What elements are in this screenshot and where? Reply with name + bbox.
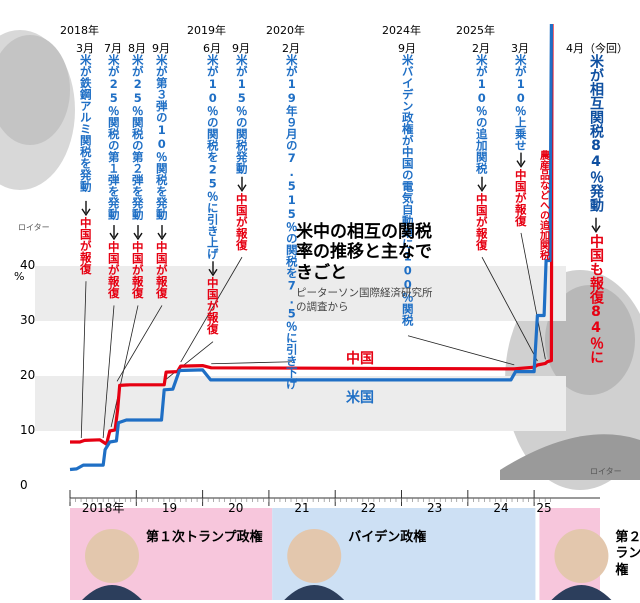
grid-bands (35, 266, 566, 431)
event-us-action: 米が25％関税の第１弾を発動 (106, 54, 121, 220)
event-us-action: 米が10％上乗せ (513, 54, 528, 151)
x-tick-label: 2018年 (82, 501, 125, 515)
event-leader-line (163, 341, 214, 382)
era-portrait-suit (551, 585, 612, 600)
event-month: 2月 (472, 42, 490, 55)
era-portrait (85, 529, 139, 583)
event-arrowhead (157, 232, 167, 241)
event-lines (80, 152, 601, 439)
y-tick-label: 20 (20, 368, 36, 382)
x-tick-label: 20 (228, 501, 243, 515)
event-month: 9月 (398, 42, 416, 55)
event-us-action: 米が鉄鋼アルミ関税を発動 (78, 54, 93, 192)
event-month: 9月 (152, 42, 170, 55)
event-month: 3月 (76, 42, 94, 55)
event-us-action: 米が19年９月の7.515％の関税を7.5％に引き下げ (284, 54, 299, 390)
event-china-response: 中国が報復 (130, 241, 145, 299)
photo-credit-top: ロイター (18, 223, 50, 232)
event-month: 3月 (511, 42, 529, 55)
event-china-response: 中国が報復 (78, 216, 93, 275)
event-leader-line (110, 305, 139, 428)
event-us-action: 米が相互関税84％発動 (587, 54, 604, 212)
era-label: 第１次トランプ政権 (146, 530, 263, 545)
event-china-response: 中国が報復 (513, 168, 528, 227)
event-month: 8月 (128, 42, 146, 55)
chart-subtitle: ピーターソン国際経済研究所の調査から (296, 287, 433, 313)
event-arrowhead (591, 225, 601, 233)
event-arrowhead (477, 184, 487, 193)
event-china-response: 中国が報復 (205, 277, 220, 335)
event-us-action: 米が10％の関税を25％に引き上げ (205, 54, 220, 260)
event-china-response: 中国も報復84％に (587, 233, 604, 364)
series-label-china: 中国 (346, 351, 374, 367)
event-us-action: 米が10％の追加関税 (474, 54, 489, 174)
y-axis-unit: % (14, 270, 25, 283)
x-tick-label: 25 (536, 501, 551, 515)
era-portrait (554, 529, 609, 583)
photo-trump-top (0, 30, 75, 190)
event-china-response: 中国が報復 (106, 241, 121, 299)
era-portrait-suit (82, 585, 142, 600)
photo-credit-bottom: ロイター (590, 467, 622, 476)
event-leader-line (180, 256, 243, 363)
x-axis: 2018年 19 20 21 22 23 24 25 (69, 490, 600, 515)
event-us-action: 米が25％関税の第２弾を発動 (130, 54, 145, 220)
event-china-response: 中国が報復 (154, 241, 169, 299)
x-tick-label: 24 (493, 501, 508, 515)
event-china-response: 中国が報復 (234, 192, 249, 251)
event-year: 2024年 (382, 24, 421, 37)
event-year: 2019年 (187, 24, 226, 37)
grid-band (35, 266, 566, 321)
event-leader-line (520, 232, 546, 360)
era-portrait (287, 529, 342, 583)
event-month: 2月 (282, 42, 300, 55)
event-year: 2020年 (266, 24, 305, 37)
event-arrowhead (133, 232, 143, 241)
event-arrowhead (109, 232, 119, 241)
event-us-action: 米が15％の関税発動 (234, 54, 249, 174)
x-tick-label: 22 (361, 501, 376, 515)
event-china-response: 中国が報復 (474, 192, 489, 251)
event-leader-line (211, 361, 293, 365)
x-tick-label: 19 (162, 501, 177, 515)
event-month: 6月 (203, 42, 221, 55)
chart-title: 米中の相互の関税率の推移と主なできごと (296, 222, 432, 283)
event-month: 7月 (104, 42, 122, 55)
event-us-action: 米バイデン政権が中国の電気自動車に100％関税 (400, 54, 415, 326)
event-arrowhead (237, 184, 247, 193)
y-tick-label: 10 (20, 423, 36, 437)
x-tick-label: 23 (427, 501, 442, 515)
era-portrait-suit (284, 585, 345, 600)
event-year: 2025年 (456, 24, 495, 37)
event-china-detail: 農産品などへの追加関税 (537, 150, 549, 260)
y-tick-label: 40 (20, 258, 36, 272)
x-tick-label: 21 (294, 501, 309, 515)
event-arrowhead (208, 268, 218, 277)
event-month: 4月（今回） (566, 42, 628, 55)
series-lines (69, 23, 554, 472)
series-line-us (69, 23, 553, 472)
event-leader-line (481, 256, 538, 362)
event-year: 2018年 (60, 24, 99, 37)
event-us-action: 米が第３弾の10％関税を発動 (154, 54, 169, 220)
y-tick-label: 0 (20, 478, 28, 492)
chart-title-block: 米中の相互の関税率の推移と主なできごと ピーターソン国際経済研究所の調査から (296, 222, 441, 314)
y-tick-label: 30 (20, 313, 36, 327)
event-arrowhead (516, 160, 526, 168)
era-blocks (70, 508, 612, 600)
event-leader-line (80, 281, 87, 439)
era-label: 第２次トランプ政権 (615, 530, 640, 578)
event-leader-line (116, 305, 163, 382)
series-label-us: 米国 (346, 390, 374, 406)
event-arrowhead (81, 208, 91, 217)
event-leader-line (407, 335, 515, 366)
event-month: 9月 (232, 42, 250, 55)
era-label: バイデン政権 (348, 530, 427, 545)
event-leader-line (102, 305, 115, 439)
series-line-china (70, 23, 554, 446)
